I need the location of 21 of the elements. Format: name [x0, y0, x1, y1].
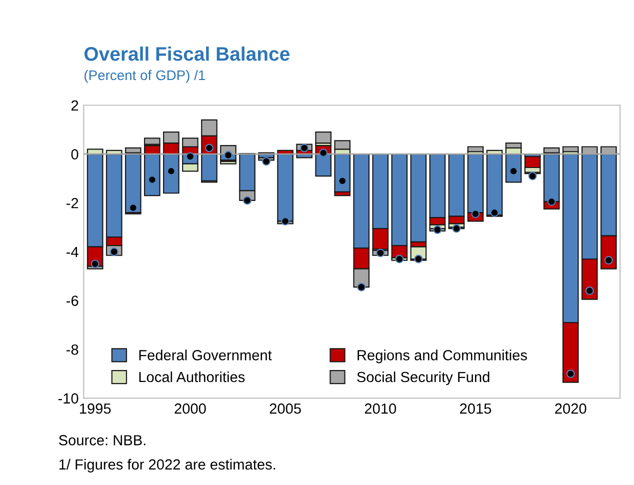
y-tick-label: 2: [71, 100, 78, 111]
y-tick-label: -8: [66, 344, 78, 355]
legend-label: Regions and Communities: [358, 350, 527, 364]
chart-title: Overall Fiscal Balance: [84, 46, 290, 61]
y-tick-label: -10: [58, 393, 78, 404]
text: 1/ Figures for 2022 are estimates.: [59, 458, 276, 473]
x-tick-label: 1995: [80, 403, 111, 414]
legend-label: Local Authorities: [139, 371, 245, 382]
y-tick-label: -6: [66, 296, 78, 306]
legend-label: Federal Government: [139, 350, 272, 360]
x-tick-label: 2000: [174, 403, 206, 414]
x-tick-label: 2010: [364, 403, 396, 414]
x-tick-label: 2005: [270, 403, 301, 414]
y-tick-label: -2: [66, 198, 78, 208]
y-tick-label: -4: [66, 246, 78, 257]
x-tick-label: 2015: [460, 403, 492, 414]
source-note: Source: NBB.: [58, 435, 146, 446]
x-tick-label: 2020: [555, 403, 586, 414]
chart-subtitle: (Percent of GDP) /1: [84, 70, 205, 83]
legend-label: Social Security Fund: [357, 371, 490, 386]
y-tick-label: 0: [71, 149, 78, 160]
